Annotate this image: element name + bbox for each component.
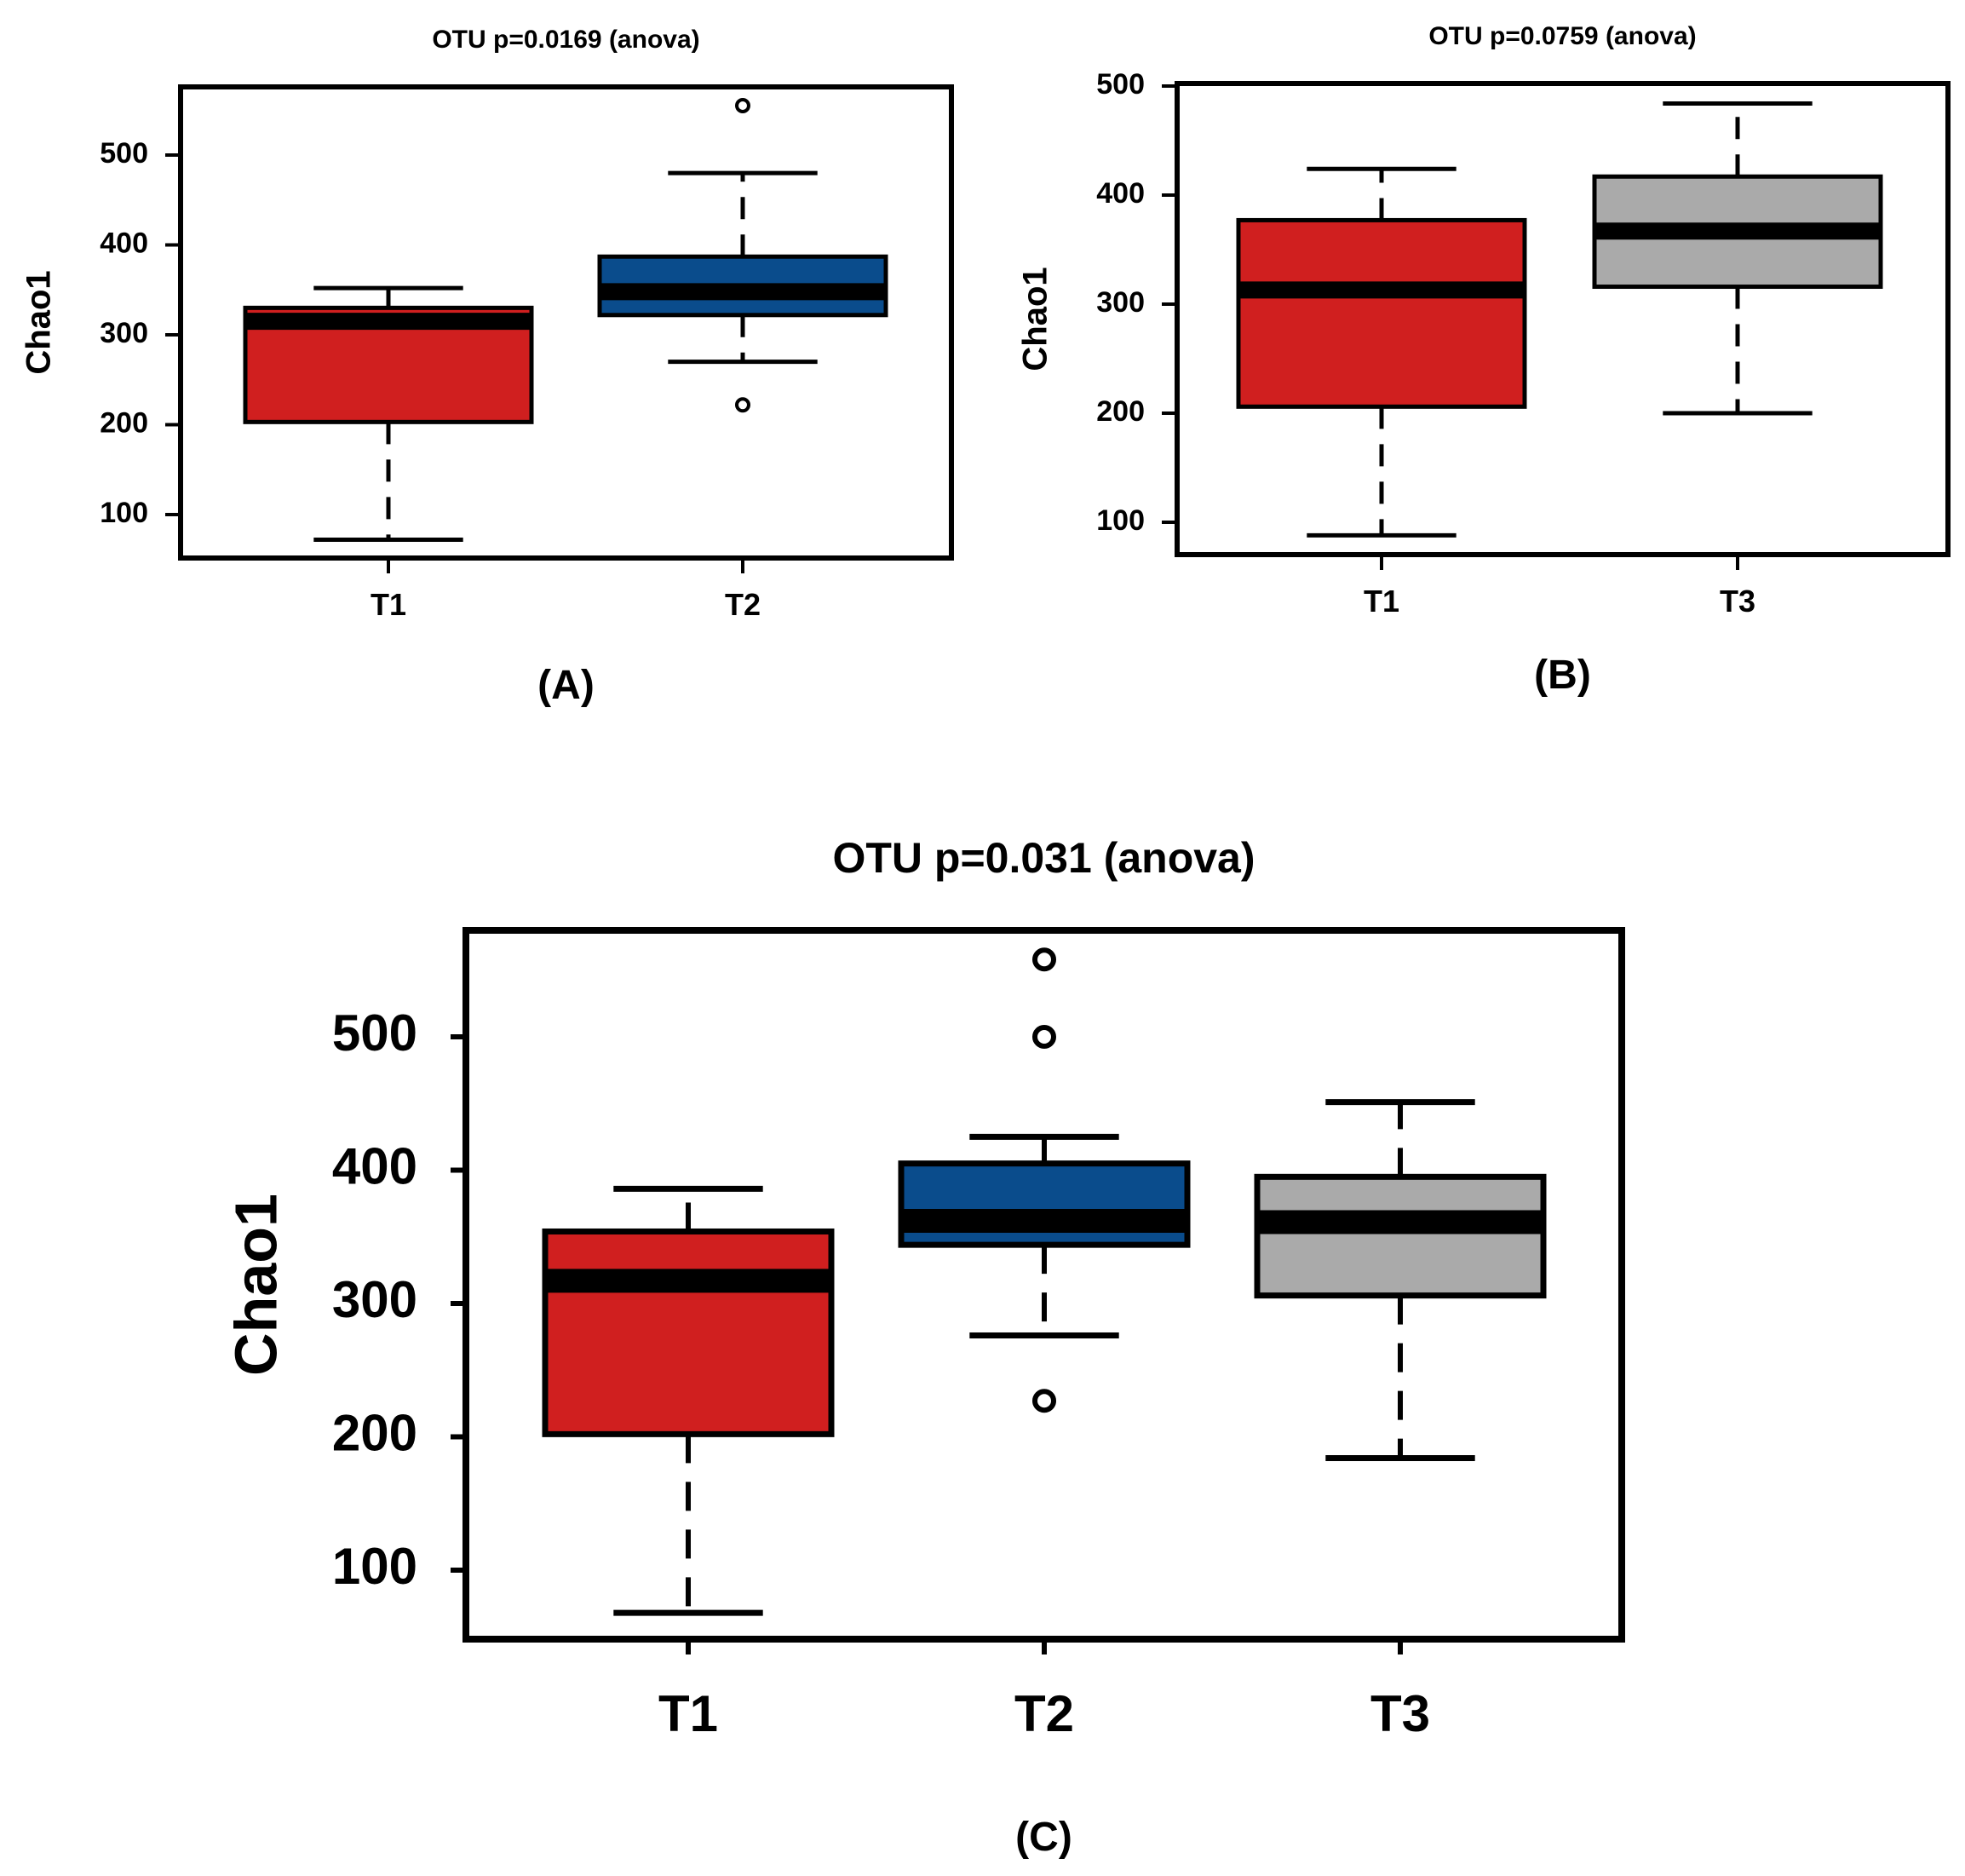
plot-frame — [178, 84, 954, 561]
box-t3 — [1254, 1099, 1547, 1462]
y-tick-label: 200 — [1096, 395, 1145, 428]
y-axis-label: Chao1 — [1017, 267, 1054, 371]
y-tick-label: 200 — [100, 406, 148, 439]
x-tick-label: T3 — [1720, 584, 1755, 619]
box-t1 — [243, 285, 534, 543]
panel-caption: (A) — [537, 663, 595, 708]
y-axis-label: Chao1 — [222, 1194, 289, 1376]
chart-title: OTU p=0.031 (anova) — [833, 834, 1255, 882]
chart-title: OTU p=0.0169 (anova) — [432, 26, 699, 54]
y-tick-label: 500 — [332, 1004, 417, 1062]
chart-panel-b: OTU p=0.0759 (anova) 100 200 300 400 500 Chao1… — [1017, 22, 1951, 698]
chart-panel-a: OTU p=0.0169 (anova) 100 200 300 400 500 Chao1… — [20, 26, 954, 708]
x-tick-label: T1 — [371, 587, 406, 622]
y-tick-label: 100 — [332, 1538, 417, 1595]
outlier-point — [1032, 1025, 1056, 1049]
iqr-box — [1254, 1173, 1547, 1299]
y-tick-label: 300 — [332, 1271, 417, 1328]
panel-caption: (C) — [1015, 1815, 1072, 1860]
x-tick-label: T1 — [658, 1685, 718, 1742]
outlier-point — [735, 97, 750, 113]
y-tick-label: 100 — [1096, 504, 1145, 537]
y-tick-label: 500 — [1096, 68, 1145, 101]
chart-panel-c: OTU p=0.031 (anova) 100 200 300 400 500 Chao1 T… — [222, 834, 1625, 1860]
y-tick-label: 500 — [100, 137, 148, 170]
outlier-point — [1032, 1389, 1056, 1413]
panel-caption: (B) — [1534, 653, 1591, 698]
x-tick-label: T2 — [725, 587, 761, 622]
box-t2 — [597, 97, 888, 413]
outlier-point — [735, 397, 750, 413]
y-tick-label: 300 — [1096, 286, 1145, 319]
y-axis-label: Chao1 — [20, 270, 58, 374]
x-tick-label: T2 — [1014, 1685, 1074, 1742]
y-tick-label: 100 — [100, 497, 148, 529]
plot-frame — [1175, 81, 1951, 557]
y-tick-label: 400 — [100, 227, 148, 259]
y-tick-label: 300 — [100, 317, 148, 349]
y-tick-label: 200 — [332, 1404, 417, 1461]
x-tick-label: T3 — [1370, 1685, 1430, 1742]
y-tick-label: 400 — [332, 1137, 417, 1194]
iqr-box — [1236, 217, 1527, 409]
box-t1 — [542, 1185, 835, 1616]
x-tick-label: T1 — [1364, 584, 1399, 619]
outlier-point — [1032, 947, 1056, 972]
chart-title: OTU p=0.0759 (anova) — [1428, 22, 1696, 50]
box-t1 — [1236, 166, 1527, 538]
box-t3 — [1592, 101, 1883, 416]
iqr-box — [542, 1228, 835, 1437]
y-tick-label: 400 — [1096, 177, 1145, 210]
box-t2 — [898, 947, 1191, 1413]
